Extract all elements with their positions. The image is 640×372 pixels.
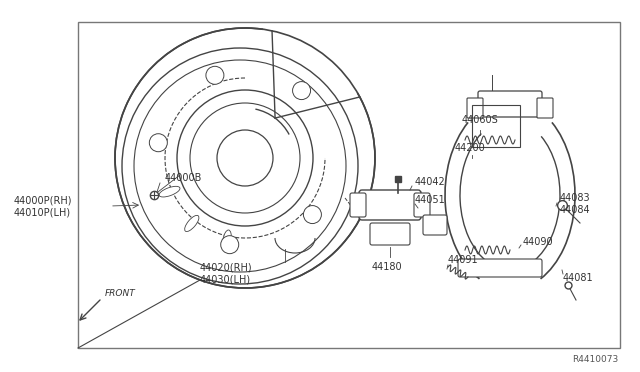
Circle shape [190,103,300,213]
Text: FRONT: FRONT [105,289,136,298]
Circle shape [221,236,239,254]
FancyBboxPatch shape [537,98,553,118]
Text: 44060S: 44060S [462,115,499,125]
Circle shape [177,90,313,226]
FancyBboxPatch shape [478,91,542,117]
Circle shape [217,130,273,186]
Text: 44000B: 44000B [165,173,202,183]
Ellipse shape [223,230,231,250]
Text: R4410073: R4410073 [572,356,618,365]
Text: 44091: 44091 [448,255,479,265]
Circle shape [149,134,167,152]
Circle shape [115,28,375,288]
FancyBboxPatch shape [370,223,410,245]
Text: 44000P(RH): 44000P(RH) [14,195,72,205]
Text: 44081: 44081 [563,273,594,283]
Circle shape [122,48,358,284]
Ellipse shape [159,186,180,197]
Text: 44051: 44051 [415,195,445,205]
Text: 44083: 44083 [560,193,591,203]
Bar [78,22,620,348]
FancyBboxPatch shape [414,193,430,217]
Circle shape [206,66,224,84]
FancyBboxPatch shape [350,193,366,217]
Text: 44010P(LH): 44010P(LH) [14,207,71,217]
Bar [472,105,520,147]
FancyBboxPatch shape [359,190,421,220]
FancyBboxPatch shape [467,98,483,118]
Text: 44030(LH): 44030(LH) [200,274,251,284]
FancyBboxPatch shape [423,215,447,235]
Text: 44084: 44084 [560,205,591,215]
Text: 44180: 44180 [372,262,403,272]
Circle shape [303,206,321,224]
Circle shape [292,81,310,100]
Text: 44200: 44200 [455,143,486,153]
Text: 44020(RH): 44020(RH) [200,262,253,272]
FancyBboxPatch shape [458,259,542,277]
Text: 44090: 44090 [523,237,554,247]
Circle shape [134,60,346,272]
Text: 44042: 44042 [415,177,445,187]
Ellipse shape [185,215,199,231]
